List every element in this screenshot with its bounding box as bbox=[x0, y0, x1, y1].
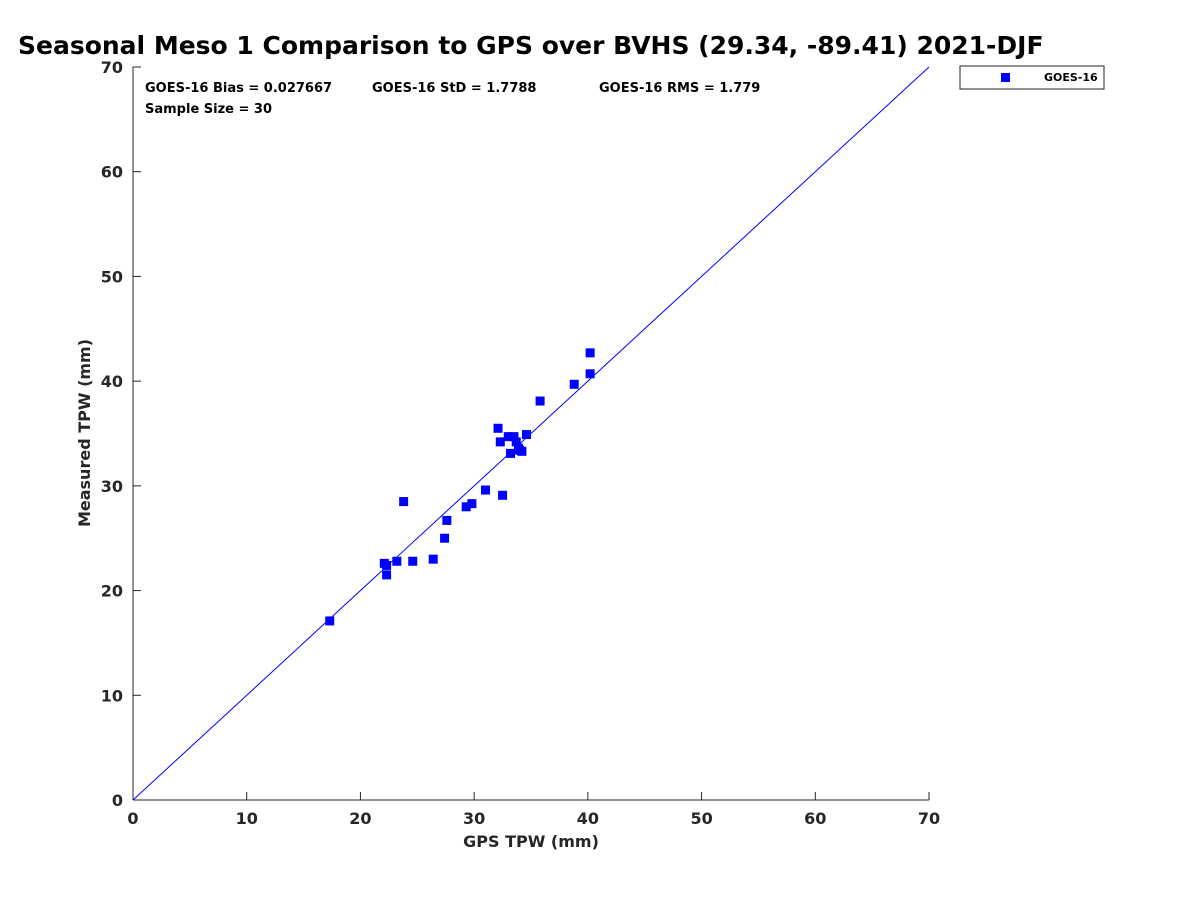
bias-annotation: GOES-16 Bias = 0.027667 bbox=[145, 81, 332, 96]
x-tick-label: 0 bbox=[127, 809, 138, 828]
data-point bbox=[399, 497, 409, 507]
data-point bbox=[481, 485, 491, 495]
data-point bbox=[585, 348, 595, 358]
data-point bbox=[569, 379, 579, 389]
y-tick-label: 0 bbox=[112, 791, 123, 810]
x-tick-label: 20 bbox=[349, 809, 371, 828]
one-to-one-line bbox=[132, 66, 930, 801]
data-points-layer bbox=[325, 348, 595, 626]
x-tick-label: 40 bbox=[577, 809, 599, 828]
data-point bbox=[511, 437, 521, 447]
x-tick-label: 10 bbox=[236, 809, 258, 828]
y-tick-label: 60 bbox=[101, 163, 123, 182]
x-tick-label: 50 bbox=[690, 809, 712, 828]
data-point bbox=[392, 556, 402, 566]
data-point bbox=[325, 616, 335, 626]
y-tick-label: 10 bbox=[101, 686, 123, 705]
reference-line-layer bbox=[132, 66, 930, 801]
sample-size-annotation: Sample Size = 30 bbox=[145, 102, 272, 117]
legend-box bbox=[959, 65, 1105, 90]
y-tick-label: 70 bbox=[101, 58, 123, 77]
y-tick-label: 40 bbox=[101, 372, 123, 391]
data-point bbox=[382, 570, 392, 580]
data-point bbox=[506, 448, 516, 458]
data-point bbox=[493, 423, 503, 433]
y-tick-label: 30 bbox=[101, 477, 123, 496]
data-point bbox=[498, 490, 508, 500]
std-annotation: GOES-16 StD = 1.7788 bbox=[372, 81, 536, 96]
legend-label-goes-16: GOES-16 bbox=[1044, 71, 1098, 84]
x-tick-label: 60 bbox=[804, 809, 826, 828]
x-tick-label: 70 bbox=[918, 809, 940, 828]
data-point bbox=[408, 556, 418, 566]
x-tick-label: 30 bbox=[463, 809, 485, 828]
legend-marker-goes-16 bbox=[1001, 73, 1010, 82]
legend: GOES-16 bbox=[959, 65, 1105, 90]
plot-area bbox=[132, 67, 929, 801]
x-axis-label: GPS TPW (mm) bbox=[463, 832, 599, 851]
x-axis-ticks: 0 10 20 30 40 50 60 70 bbox=[127, 792, 940, 828]
data-point bbox=[503, 432, 513, 442]
y-tick-label: 50 bbox=[101, 267, 123, 286]
data-point bbox=[535, 396, 545, 406]
chart-title: Seasonal Meso 1 Comparison to GPS over B… bbox=[18, 31, 1044, 60]
rms-annotation: GOES-16 RMS = 1.779 bbox=[599, 81, 760, 96]
data-point bbox=[495, 437, 505, 447]
y-axis-label: Measured TPW (mm) bbox=[75, 339, 94, 527]
data-point bbox=[461, 502, 471, 512]
y-axis-ticks: 0 10 20 30 40 50 60 70 bbox=[101, 58, 141, 810]
y-tick-label: 20 bbox=[101, 582, 123, 601]
data-point bbox=[428, 554, 438, 564]
data-point bbox=[585, 369, 595, 379]
data-point bbox=[517, 446, 527, 456]
data-point bbox=[521, 430, 531, 440]
data-point bbox=[467, 499, 477, 509]
data-point bbox=[442, 515, 452, 525]
data-point bbox=[382, 560, 392, 570]
data-point bbox=[509, 432, 519, 442]
data-point bbox=[440, 533, 450, 543]
